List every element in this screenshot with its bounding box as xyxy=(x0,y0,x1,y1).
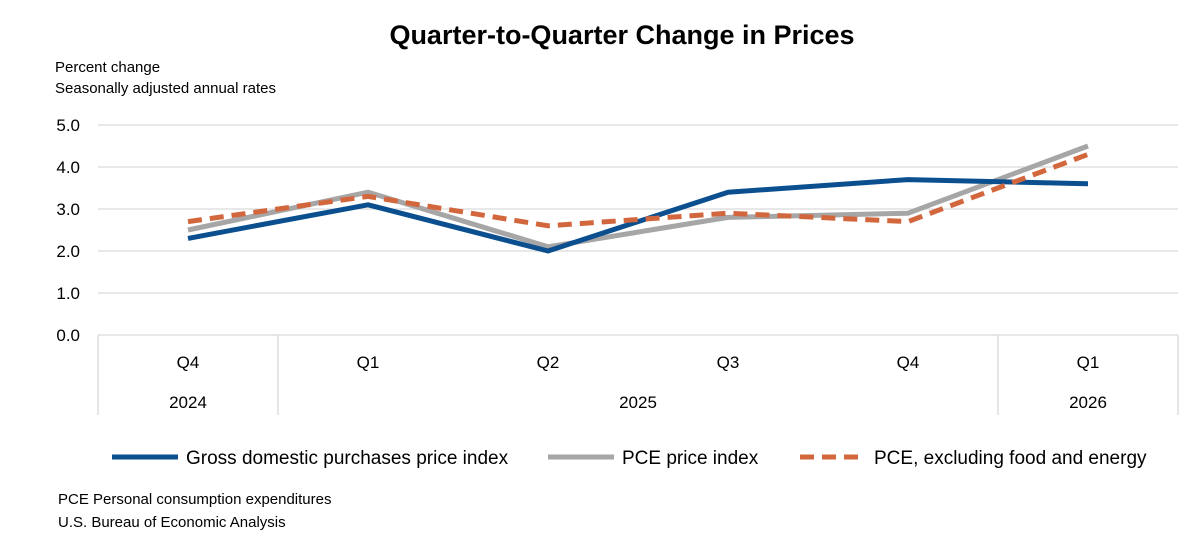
x-tick-label: Q4 xyxy=(177,353,200,372)
y-tick-labels: 0.0 1.0 2.0 3.0 4.0 5.0 xyxy=(56,116,80,345)
category-axis: Q4 Q1 Q2 Q3 Q4 Q1 2024 2025 2026 xyxy=(97,335,1179,415)
chart-title: Quarter-to-Quarter Change in Prices xyxy=(389,20,854,50)
series-line xyxy=(187,152,1089,229)
legend-label: PCE, excluding food and energy xyxy=(874,448,1147,469)
series-lines xyxy=(187,143,1089,254)
year-group-label: 2024 xyxy=(169,393,207,412)
footnote-2: U.S. Bureau of Economic Analysis xyxy=(58,514,286,531)
series-line xyxy=(187,177,1089,254)
subtitle-line-2: Seasonally adjusted annual rates xyxy=(55,80,276,97)
year-group-label: 2025 xyxy=(619,393,657,412)
y-tick-label: 2.0 xyxy=(56,242,80,261)
y-tick-label: 1.0 xyxy=(56,284,80,303)
series-line xyxy=(187,143,1089,250)
legend-label: Gross domestic purchases price index xyxy=(186,448,509,469)
subtitle-line-1: Percent change xyxy=(55,59,160,76)
footnote-1: PCE Personal consumption expenditures xyxy=(58,491,332,508)
x-tick-label: Q3 xyxy=(717,353,740,372)
y-tick-label: 5.0 xyxy=(56,116,80,135)
y-tick-label: 0.0 xyxy=(56,326,80,345)
y-tick-label: 3.0 xyxy=(56,200,80,219)
x-tick-label: Q1 xyxy=(1077,353,1100,372)
x-tick-label: Q2 xyxy=(537,353,560,372)
legend: Gross domestic purchases price index PCE … xyxy=(112,448,1147,469)
x-tick-label: Q1 xyxy=(357,353,380,372)
legend-label: PCE price index xyxy=(622,448,759,469)
year-group-label: 2026 xyxy=(1069,393,1107,412)
x-tick-label: Q4 xyxy=(897,353,920,372)
y-tick-label: 4.0 xyxy=(56,158,80,177)
